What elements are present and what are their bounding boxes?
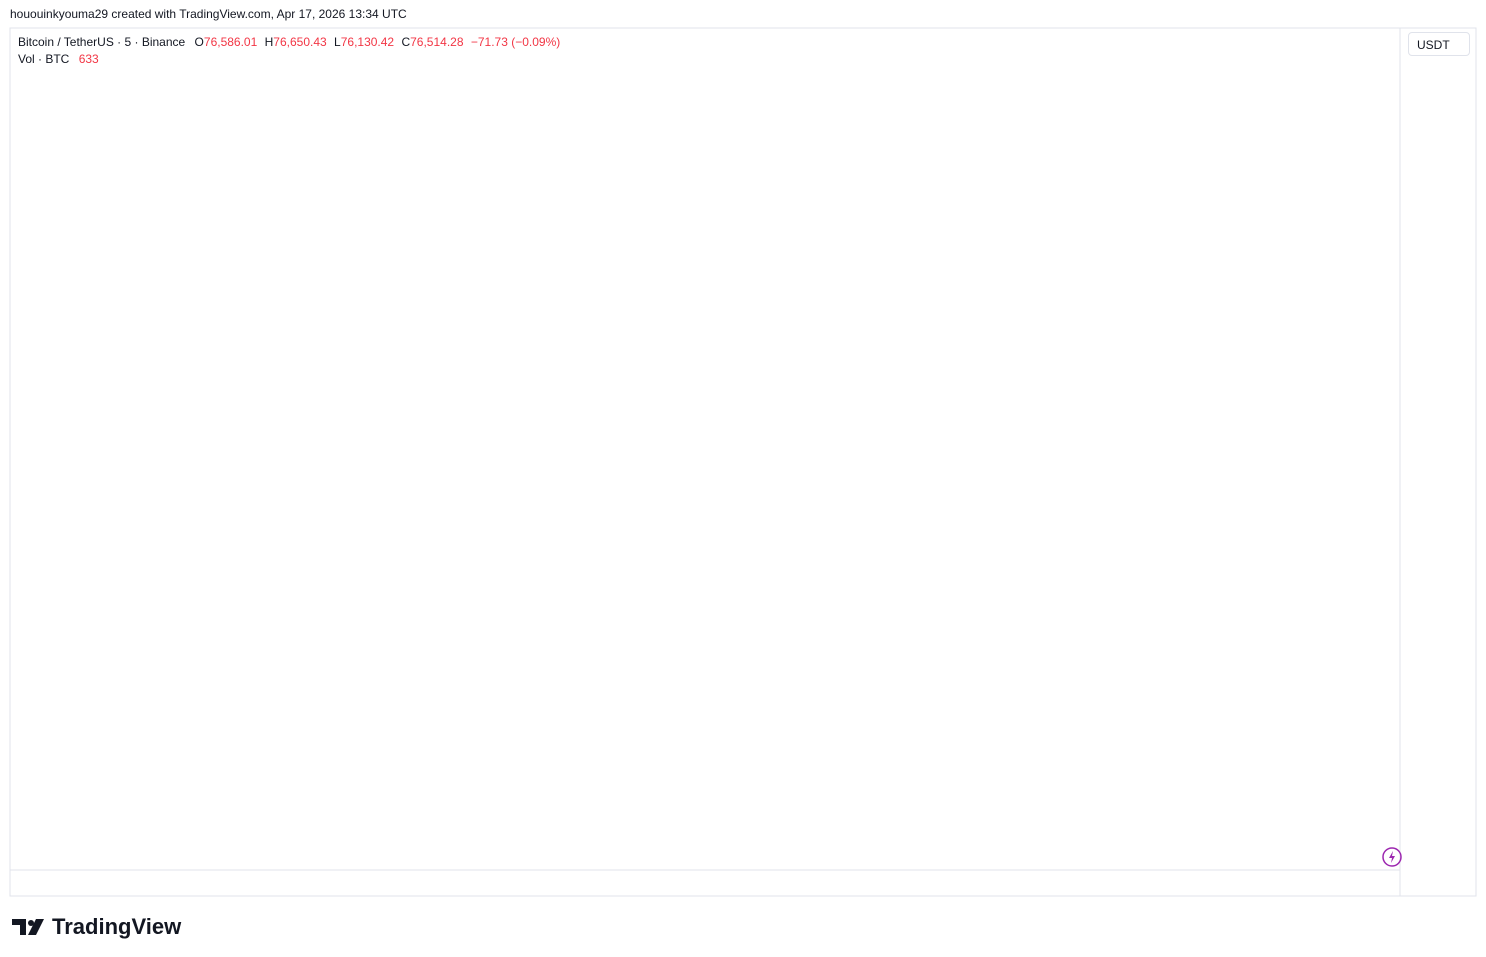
close: 76,514.28: [410, 35, 464, 49]
legend-row: Bitcoin / TetherUS · 5 · Binance O76,586…: [18, 34, 560, 51]
volume-value: 633: [78, 52, 99, 66]
legend-row: Vol · BTC 633: [18, 51, 560, 68]
high-label: H: [264, 35, 274, 49]
change: −71.73 (−0.09%): [470, 35, 561, 49]
low: 76,130.42: [340, 35, 395, 49]
logo-icon: [12, 919, 44, 935]
open: 76,586.01: [203, 35, 258, 49]
brand: TradingView: [52, 914, 182, 939]
low-label: L: [334, 35, 341, 49]
symbol[interactable]: Bitcoin / TetherUS · 5 · Binance: [18, 35, 186, 49]
footer: TradingView: [12, 914, 181, 940]
close-label: C: [401, 35, 411, 49]
volume-label: Vol · BTC: [18, 52, 70, 66]
lightning-glyph: [1389, 851, 1395, 863]
lightning-icon[interactable]: [1382, 847, 1402, 867]
chart-frame: [9, 27, 1477, 897]
high: 76,650.43: [273, 35, 327, 49]
legend: Bitcoin / TetherUS · 5 · Binance O76,586…: [18, 34, 560, 68]
open-label: O: [194, 35, 204, 49]
currency-button[interactable]: USDT: [1408, 32, 1470, 56]
credit: hououinkyouma29 created with TradingView…: [10, 7, 407, 21]
